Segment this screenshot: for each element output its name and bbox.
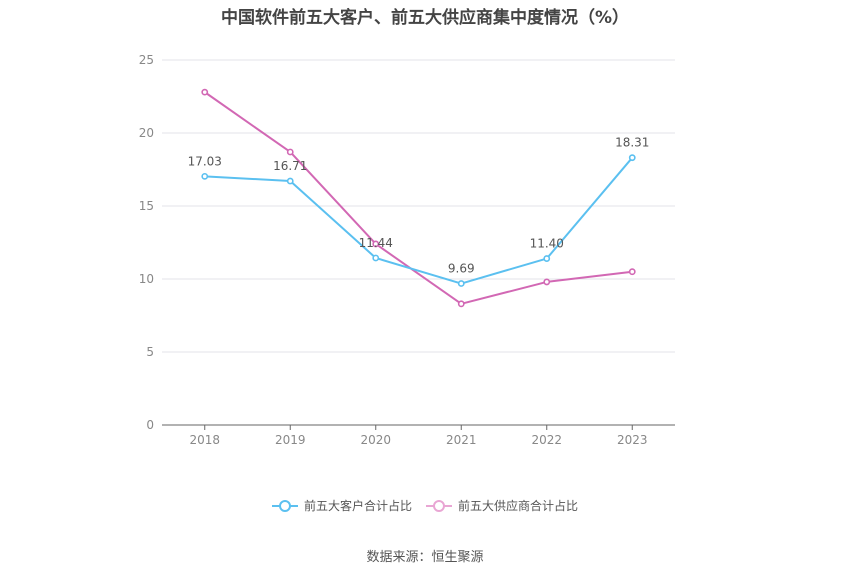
data-label: 11.44: [359, 236, 393, 250]
x-tick-label: 2021: [446, 433, 477, 447]
data-source: 数据来源：恒生聚源: [366, 550, 484, 565]
data-point: [372, 240, 380, 248]
data-point: [372, 254, 380, 262]
x-tick-label: 2018: [189, 433, 220, 447]
data-label: 9.69: [448, 262, 475, 276]
data-point: [457, 300, 465, 308]
x-tick-label: 2020: [360, 433, 391, 447]
y-tick-label: 25: [139, 53, 154, 67]
legend-label-suppliers: 前五大供应商合计占比: [458, 499, 579, 513]
y-tick-label: 15: [139, 199, 154, 213]
data-point: [543, 255, 551, 262]
data-point: [201, 88, 209, 96]
legend-label-customers: 前五大客户合计占比: [303, 499, 412, 513]
legend-swatch-suppliers: [426, 499, 452, 513]
legend: 前五大客户合计占比 前五大供应商合计占比: [0, 497, 850, 514]
data-label: 17.03: [188, 154, 222, 168]
data-point: [286, 177, 294, 185]
data-point: [628, 268, 636, 276]
y-tick-label: 20: [139, 126, 154, 140]
data-point: [543, 278, 551, 286]
data-label: 16.71: [273, 159, 307, 173]
data-point: [628, 154, 636, 162]
data-point: [457, 280, 465, 287]
data-point: [201, 172, 209, 180]
data-point: [286, 148, 294, 156]
x-tick-label: 2023: [617, 433, 648, 447]
legend-swatch-customers: [271, 499, 298, 513]
legend-item-customers[interactable]: 前五大客户合计占比: [271, 497, 412, 514]
data-label: 11.40: [530, 237, 564, 251]
data-label: 18.31: [615, 136, 649, 150]
legend-item-suppliers[interactable]: 前五大供应商合计占比: [426, 497, 578, 514]
y-tick-label: 5: [146, 345, 154, 359]
y-tick-label: 0: [146, 418, 154, 432]
series-line-1: [204, 91, 633, 305]
x-tick-label: 2019: [275, 433, 306, 447]
chart-title: 中国软件前五大客户、前五大供应商集中度情况（%）: [220, 8, 630, 28]
series-line-0: [204, 157, 634, 285]
x-tick-label: 2022: [531, 433, 562, 447]
y-tick-label: 10: [139, 272, 154, 286]
